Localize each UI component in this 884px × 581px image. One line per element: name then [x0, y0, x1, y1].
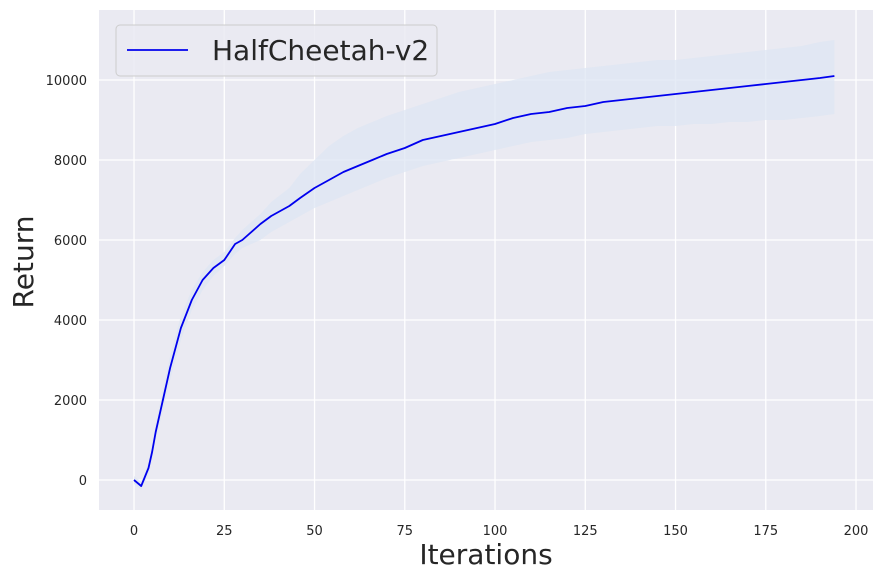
y-axis-title: Return [7, 216, 40, 309]
y-tick-labels: 0 2000 4000 6000 8000 10000 [46, 74, 87, 489]
y-tick-label: 2000 [54, 394, 87, 409]
y-tick-label: 0 [79, 474, 87, 489]
legend: HalfCheetah-v2 [115, 24, 438, 77]
x-tick-label: 25 [216, 524, 233, 539]
x-tick-label: 50 [306, 524, 323, 539]
y-tick-label: 8000 [54, 154, 87, 169]
x-tick-label: 175 [753, 524, 778, 539]
series-line-halfcheetah [133, 75, 835, 487]
x-tick-label: 75 [396, 524, 413, 539]
x-tick-label: 150 [663, 524, 688, 539]
y-tick-label: 6000 [54, 234, 87, 249]
legend-label: HalfCheetah-v2 [212, 34, 429, 67]
x-axis-title: Iterations [419, 538, 552, 571]
legend-box [115, 24, 438, 77]
x-tick-label: 200 [844, 524, 869, 539]
x-tick-label: 0 [130, 524, 138, 539]
x-tick-label: 125 [573, 524, 598, 539]
y-tick-label: 4000 [54, 314, 87, 329]
x-tick-labels: 0 25 50 75 100 125 150 175 200 [130, 524, 869, 539]
y-tick-label: 10000 [46, 74, 87, 89]
x-tick-label: 100 [483, 524, 508, 539]
